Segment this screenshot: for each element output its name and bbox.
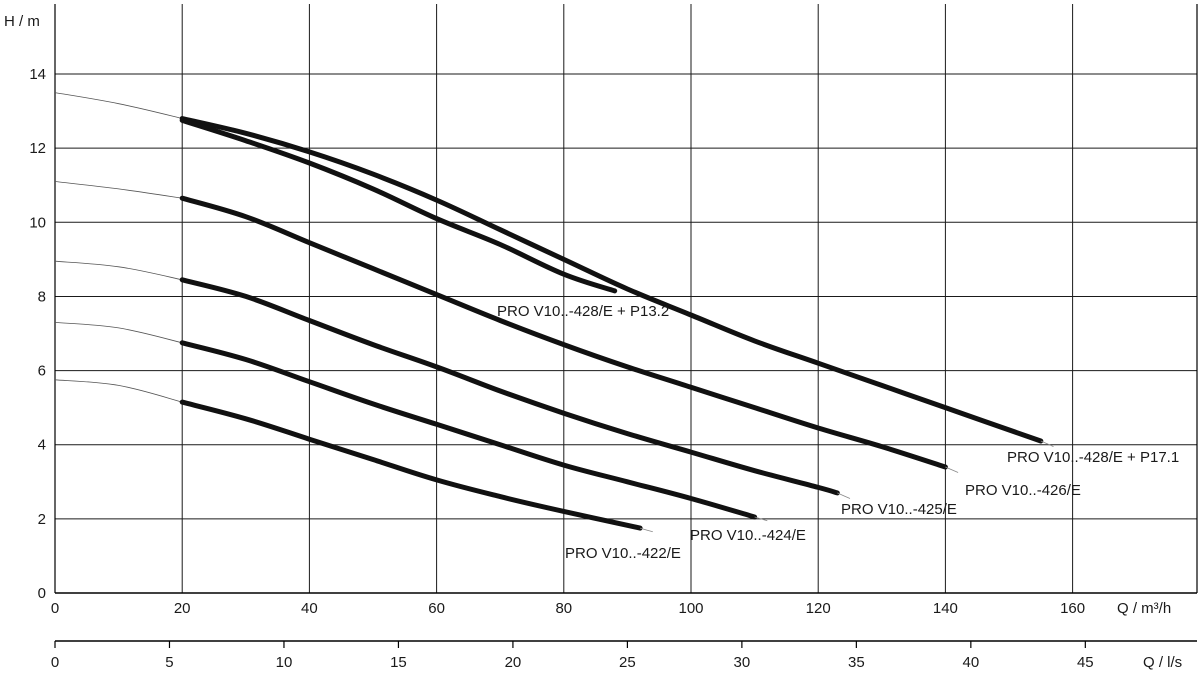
x-tick-label: 100 (678, 600, 703, 617)
series-extrapolation-line (54, 260, 183, 281)
series-extrapolation-line (54, 322, 183, 344)
x-tick-label: 120 (806, 600, 831, 617)
series-label: PRO V10..-422/E (565, 545, 681, 562)
labels-group: PRO V10..-428/E + P17.1 PRO V10..-428/E +… (497, 303, 1179, 562)
y-tick-label: 8 (38, 288, 46, 305)
x2-axis-title: Q / l/s (1143, 654, 1182, 671)
series-tail-line (754, 516, 768, 522)
x2-tick-label: 25 (619, 654, 636, 671)
series-label: PRO V10..-428/E + P13.2 (497, 303, 669, 320)
series-group (54, 92, 1054, 533)
x2-tick-label: 15 (390, 654, 407, 671)
x2-tick-label: 30 (734, 654, 751, 671)
x-tick-label: 20 (174, 600, 191, 617)
x-axis-title: Q / m³/h (1117, 600, 1171, 617)
series-extrapolation-line (54, 92, 183, 119)
series-line (179, 195, 948, 470)
x2-tick-label: 20 (505, 654, 522, 671)
series-line (179, 117, 618, 294)
series-tail-line (945, 466, 959, 473)
y-tick-label: 14 (29, 66, 46, 83)
series-tail-line (1040, 440, 1054, 447)
y-tick-label: 12 (29, 140, 46, 157)
series-extrapolation-line (54, 379, 183, 403)
series-extrapolation-line (54, 181, 183, 199)
x-tick-label: 140 (933, 600, 958, 617)
series-line (179, 340, 758, 520)
x-tick-label: 0 (51, 600, 59, 617)
x2-tick-label: 0 (51, 654, 59, 671)
y-tick-label: 10 (29, 214, 46, 231)
series-label: PRO V10..-424/E (690, 527, 806, 544)
y-tick-label: 2 (38, 511, 46, 528)
x-tick-label: 80 (555, 600, 572, 617)
x2-tick-label: 35 (848, 654, 865, 671)
series-tail-line (639, 527, 653, 533)
x-tick-label: 60 (428, 600, 445, 617)
x2-tick-label: 10 (276, 654, 293, 671)
series-line (179, 116, 1044, 444)
series-label: PRO V10..-426/E (965, 482, 1081, 499)
series-label: PRO V10..-425/E (841, 501, 957, 518)
x2-tick-label: 40 (962, 654, 979, 671)
series-line (179, 399, 643, 531)
y-axis-title: H / m (4, 13, 40, 30)
x-tick-label: 40 (301, 600, 318, 617)
y-tick-label: 0 (38, 585, 46, 602)
series-tail-line (837, 492, 851, 499)
series-label: PRO V10..-428/E + P17.1 (1007, 449, 1179, 466)
y-tick-label: 4 (38, 437, 46, 454)
x2-tick-label: 45 (1077, 654, 1094, 671)
x2-tick-label: 5 (165, 654, 173, 671)
series-line (179, 277, 840, 496)
grid (55, 4, 1197, 593)
y-tick-label: 6 (38, 363, 46, 380)
x-tick-label: 160 (1060, 600, 1085, 617)
